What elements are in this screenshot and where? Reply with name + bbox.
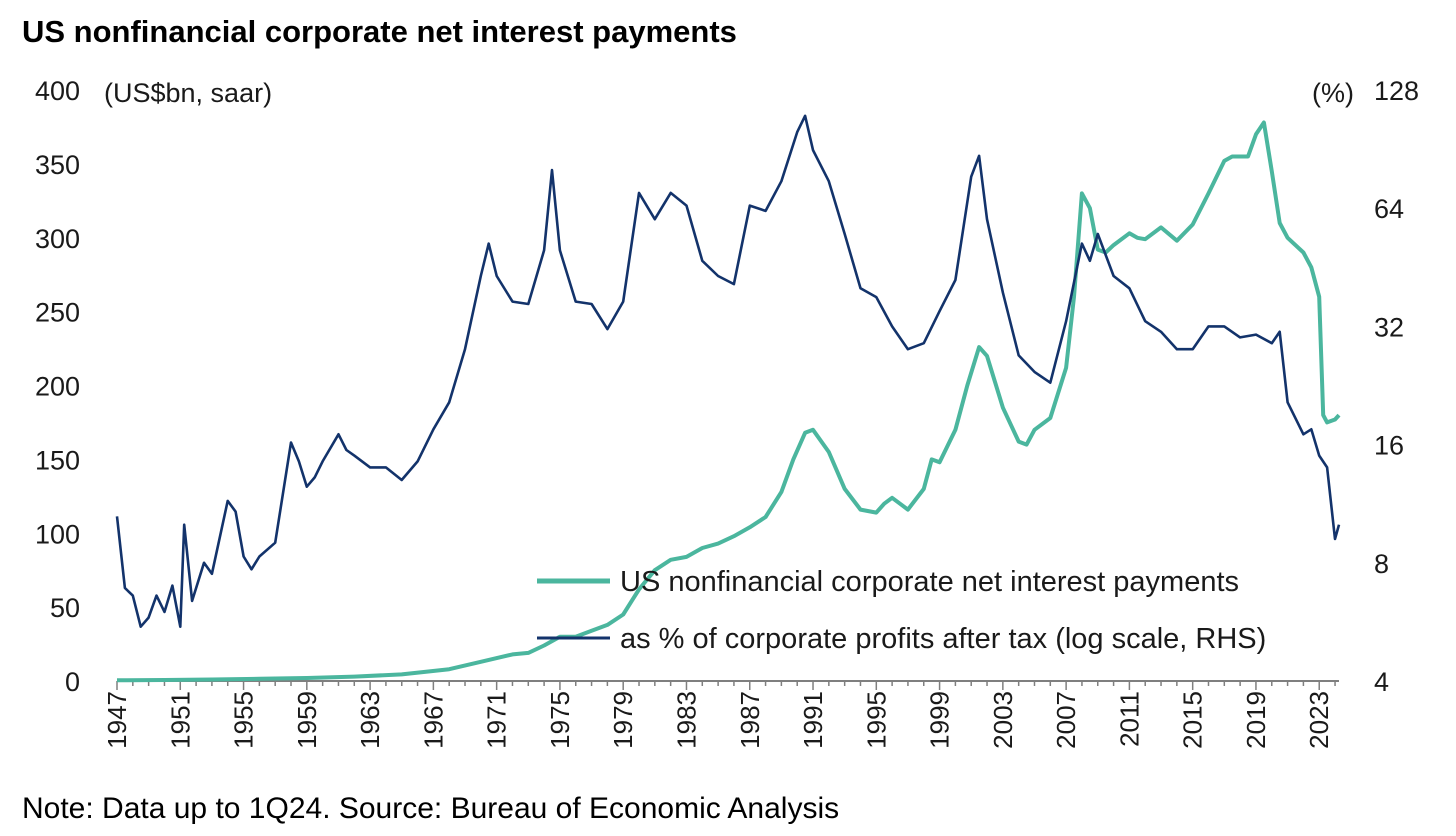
left-tick-label: 150 xyxy=(35,445,80,475)
right-tick-label: 8 xyxy=(1374,549,1389,579)
x-tick-label: 1951 xyxy=(165,691,195,749)
left-tick-label: 50 xyxy=(50,593,80,623)
left-tick-label: 350 xyxy=(35,150,80,180)
x-tick-label: 2023 xyxy=(1304,691,1334,749)
x-tick-label: 2019 xyxy=(1241,691,1271,749)
x-tick-label: 2007 xyxy=(1051,691,1081,749)
right-tick-label: 64 xyxy=(1374,194,1404,224)
left-tick-label: 400 xyxy=(35,76,80,106)
x-tick-label: 1963 xyxy=(355,691,385,749)
x-tick-label: 2003 xyxy=(988,691,1018,749)
x-tick-label: 1959 xyxy=(292,691,322,749)
left-tick-label: 0 xyxy=(65,667,80,697)
legend: US nonfinancial corporate net interest p… xyxy=(537,566,1266,655)
x-tick-label: 1991 xyxy=(798,691,828,749)
right-axis-unit-label: (%) xyxy=(1312,78,1354,108)
right-tick-label: 4 xyxy=(1374,667,1389,697)
chart-title: US nonfinancial corporate net interest p… xyxy=(22,14,737,49)
x-axis-ticks: 1947 1951 1955 1959 1963 1967 1971 1975 1979 1983… xyxy=(102,681,1336,749)
legend-label-interest: US nonfinancial corporate net interest p… xyxy=(620,566,1239,598)
series-line-interest-payments xyxy=(116,120,1341,683)
x-tick-label: 1987 xyxy=(735,691,765,749)
left-axis-unit-label: (US$bn, saar) xyxy=(104,78,272,108)
left-tick-label: 250 xyxy=(35,298,80,328)
left-axis-ticks: 0 50 100 150 200 250 300 350 400 xyxy=(35,76,80,697)
x-tick-label: 2015 xyxy=(1178,691,1208,749)
right-tick-label: 32 xyxy=(1374,312,1404,342)
x-tick-label: 2011 xyxy=(1114,691,1144,747)
right-axis-ticks: 4 8 16 32 64 128 xyxy=(1374,76,1419,697)
x-tick-label: 1983 xyxy=(671,691,701,749)
x-tick-label: 1999 xyxy=(925,691,955,749)
x-tick-label: 1967 xyxy=(418,691,448,749)
left-tick-label: 300 xyxy=(35,224,80,254)
x-tick-label: 1995 xyxy=(861,691,891,749)
chart-note: Note: Data up to 1Q24. Source: Bureau of… xyxy=(22,792,839,825)
x-tick-label: 1971 xyxy=(482,691,512,749)
x-tick-label: 1947 xyxy=(102,691,132,749)
x-tick-label: 1979 xyxy=(608,691,638,749)
x-tick-label: 1955 xyxy=(229,691,259,749)
legend-label-share: as % of corporate profits after tax (log… xyxy=(620,623,1266,655)
right-tick-label: 128 xyxy=(1374,76,1419,106)
left-tick-label: 200 xyxy=(35,372,80,402)
x-tick-label: 1975 xyxy=(545,691,575,749)
right-tick-label: 16 xyxy=(1374,431,1404,461)
series-line-share-of-profits xyxy=(115,114,1341,628)
left-tick-label: 100 xyxy=(35,519,80,549)
